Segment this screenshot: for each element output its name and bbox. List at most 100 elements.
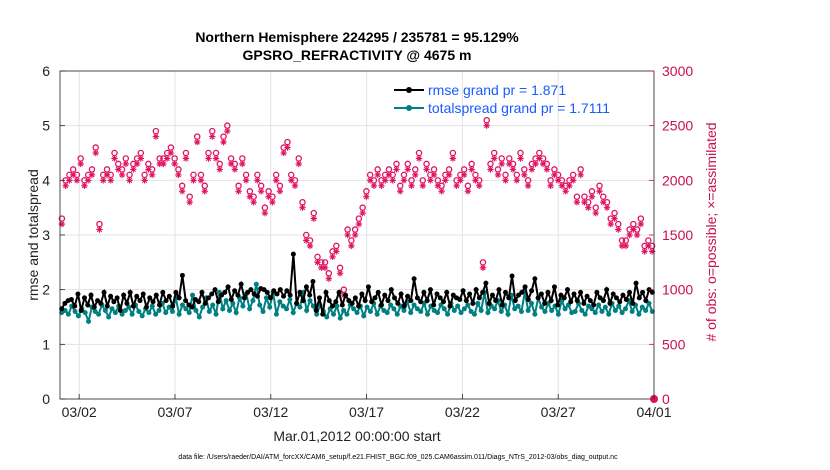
rmse-point — [75, 291, 81, 297]
possible-obs-point — [588, 188, 596, 195]
totalspread-point — [341, 307, 347, 313]
chart-title-line2: GPSRO_REFRACTIVITY @ 4675 m — [243, 47, 472, 63]
possible-obs-point — [359, 204, 366, 211]
rmse-point — [241, 295, 247, 301]
y-tick-label-left: 1 — [42, 336, 50, 352]
totalspread-point — [65, 311, 71, 317]
rmse-point — [636, 295, 642, 301]
possible-obs-point — [366, 171, 374, 179]
assimilated-obs-point — [329, 253, 336, 261]
rmse-point — [470, 300, 476, 306]
possible-obs-point — [272, 171, 280, 179]
rmse-point — [424, 298, 430, 304]
totalspread-point — [351, 306, 357, 312]
assimilated-obs-point — [88, 171, 96, 179]
totalspread-point — [273, 311, 279, 317]
assimilated-obs-point — [408, 182, 415, 189]
rmse-point — [450, 292, 456, 298]
assimilated-obs-point — [592, 209, 599, 217]
assimilated-obs-point — [100, 177, 107, 184]
rmse-point — [95, 298, 101, 304]
possible-obs-point — [88, 166, 96, 173]
rmse-point — [352, 295, 358, 301]
rmse-point — [408, 298, 414, 304]
rmse-point — [600, 298, 606, 304]
legend-spread-marker — [406, 105, 412, 111]
rmse-point — [326, 298, 332, 304]
assimilated-obs-point — [404, 166, 411, 173]
rmse-point — [153, 292, 159, 298]
assimilated-obs-point — [539, 160, 547, 168]
assimilated-obs-point — [472, 177, 479, 184]
possible-obs-point — [287, 171, 295, 179]
possible-obs-point — [630, 220, 637, 228]
assimilated-obs-point — [532, 160, 539, 168]
possible-obs-point — [472, 171, 479, 179]
totalspread-point — [619, 310, 625, 316]
possible-obs-point — [393, 160, 400, 168]
totalspread-point — [136, 309, 142, 315]
assimilated-obs-point — [92, 149, 99, 157]
totalspread-point — [169, 309, 175, 315]
possible-obs-point — [415, 149, 423, 157]
assimilated-obs-point — [333, 248, 340, 255]
rmse-point — [643, 298, 649, 304]
rmse-point — [463, 298, 469, 304]
rmse-point — [179, 272, 185, 278]
rmse-point — [150, 299, 156, 305]
assimilated-obs-point — [178, 188, 186, 195]
totalspread-point — [223, 298, 229, 304]
totalspread-point — [314, 311, 320, 317]
rmse-point — [346, 298, 352, 304]
rmse-point — [431, 302, 437, 308]
assimilated-obs-point — [588, 193, 596, 200]
rmse-point — [473, 287, 479, 293]
totalspread-point — [596, 302, 602, 308]
assimilated-obs-point — [246, 193, 254, 200]
rmse-point — [617, 299, 623, 305]
rmse-point — [209, 291, 215, 297]
possible-obs-point — [445, 166, 453, 173]
totalspread-point — [529, 300, 535, 306]
x-tick-label: 03/12 — [253, 404, 288, 420]
totalspread-point — [129, 311, 135, 317]
rmse-point — [323, 289, 329, 295]
assimilated-obs-point — [498, 160, 505, 168]
rmse-point — [509, 273, 515, 279]
rmse-point — [62, 300, 68, 306]
totalspread-point — [572, 309, 578, 315]
assimilated-obs-point — [62, 182, 69, 189]
rmse-point — [395, 300, 401, 306]
assimilated-obs-point — [378, 182, 385, 189]
possible-obs-point — [449, 149, 457, 157]
possible-obs-point — [69, 166, 77, 173]
assimilated-obs-point — [130, 166, 137, 173]
possible-obs-point — [464, 182, 472, 190]
rmse-point — [378, 302, 384, 308]
rmse-point — [574, 298, 580, 304]
rmse-point — [506, 295, 512, 301]
possible-obs-point — [299, 198, 306, 206]
assimilated-obs-point — [524, 182, 532, 189]
assimilated-obs-point — [633, 231, 641, 239]
rmse-point — [219, 292, 225, 298]
possible-obs-point — [577, 166, 584, 173]
assimilated-obs-point — [194, 138, 201, 146]
totalspread-point — [290, 310, 296, 316]
y-tick-label-right: 2000 — [662, 172, 693, 188]
possible-obs-point — [178, 182, 186, 190]
rmse-point — [447, 303, 453, 309]
rmse-point — [398, 291, 404, 297]
assimilated-obs-point — [585, 204, 592, 211]
rmse-point — [232, 288, 238, 294]
assimilated-obs-point — [69, 171, 77, 179]
possible-obs-point — [254, 171, 261, 179]
totalspread-point — [86, 318, 92, 324]
totalspread-point — [612, 307, 618, 313]
totalspread-point — [515, 303, 521, 309]
rmse-point — [277, 287, 283, 293]
rmse-point — [604, 287, 610, 293]
assimilated-obs-point — [115, 166, 122, 173]
legend-spread-label: totalspread grand pr = 1.7111 — [428, 100, 610, 116]
assimilated-obs-point — [239, 160, 246, 168]
